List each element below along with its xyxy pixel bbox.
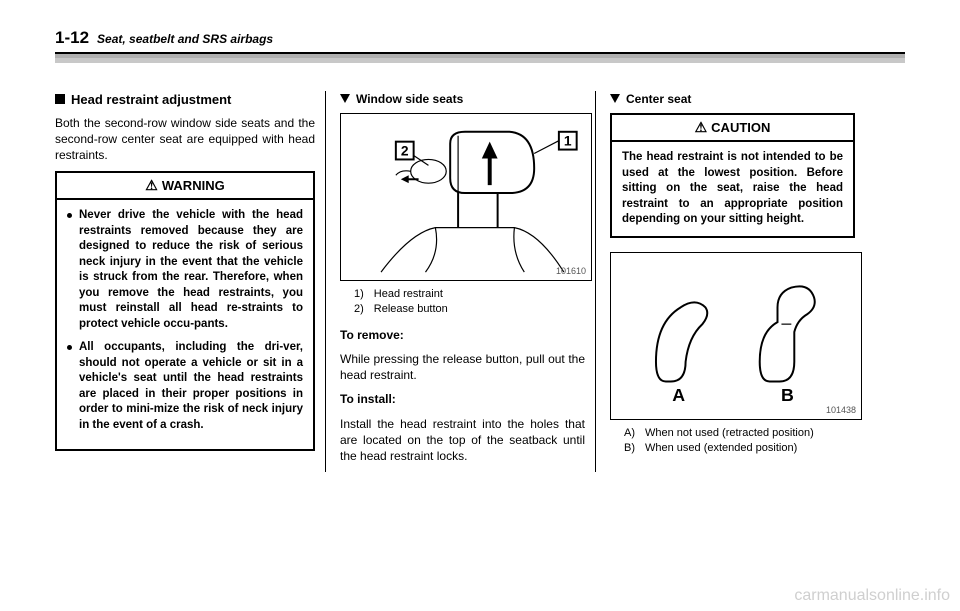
page-number: 1-12 xyxy=(55,28,89,48)
section-title: Head restraint adjustment xyxy=(71,92,231,107)
column-3: Center seat CAUTION The head restraint i… xyxy=(595,91,865,472)
warning-title: WARNING xyxy=(57,173,313,200)
figure-id: 101438 xyxy=(826,404,856,416)
remove-text: While pressing the release button, pull … xyxy=(340,351,585,383)
triangle-bullet-icon xyxy=(340,94,350,103)
column-2: Window side seats xyxy=(325,91,595,472)
caption-text: Head restraint xyxy=(374,287,443,302)
install-text: Install the head restraint into the hole… xyxy=(340,416,585,465)
figure-center-seat: A B 101438 xyxy=(610,252,862,420)
caption-num: 1) xyxy=(354,287,364,302)
caption-text: When used (extended position) xyxy=(645,441,797,456)
callout-1: 1 xyxy=(564,133,572,149)
chapter-title: Seat, seatbelt and SRS airbags xyxy=(97,32,273,46)
caption-text: When not used (retracted position) xyxy=(645,426,814,441)
figure-caption: A) When not used (retracted position) B) W… xyxy=(610,426,855,456)
column-1: Head restraint adjustment Both the secon… xyxy=(55,91,325,472)
triangle-bullet-icon xyxy=(610,94,620,103)
label-b: B xyxy=(781,385,794,405)
figure-id: 101610 xyxy=(556,265,586,277)
caption-num: A) xyxy=(624,426,635,441)
watermark: carmanualsonline.info xyxy=(794,587,950,605)
warning-body: Never drive the vehicle with the head re… xyxy=(57,200,313,449)
subsection-heading: Center seat xyxy=(610,91,855,107)
caption-num: B) xyxy=(624,441,635,456)
warning-box: WARNING Never drive the vehicle with the… xyxy=(55,171,315,451)
install-label: To install: xyxy=(340,392,396,406)
caption-num: 2) xyxy=(354,302,364,317)
figure-headrest: 1 2 101610 xyxy=(340,113,592,281)
warning-item: All occupants, including the dri-ver, sh… xyxy=(67,340,303,433)
remove-label: To remove: xyxy=(340,328,404,342)
caution-title: CAUTION xyxy=(612,115,853,142)
intro-paragraph: Both the second-row window side seats an… xyxy=(55,115,315,164)
header-rule-shadow xyxy=(55,58,905,63)
label-a: A xyxy=(672,385,685,405)
section-heading: Head restraint adjustment xyxy=(55,91,315,109)
callout-2: 2 xyxy=(401,143,409,159)
subsection-title: Window side seats xyxy=(356,92,463,106)
figure-caption: 1) Head restraint 2) Release button xyxy=(340,287,585,317)
subsection-heading: Window side seats xyxy=(340,91,585,107)
warning-item: Never drive the vehicle with the head re… xyxy=(67,208,303,332)
caption-text: Release button xyxy=(374,302,448,317)
caution-body: The head restraint is not intended to be… xyxy=(612,142,853,236)
subsection-title: Center seat xyxy=(626,92,691,106)
square-bullet-icon xyxy=(55,94,65,104)
caution-box: CAUTION The head restraint is not intend… xyxy=(610,113,855,237)
